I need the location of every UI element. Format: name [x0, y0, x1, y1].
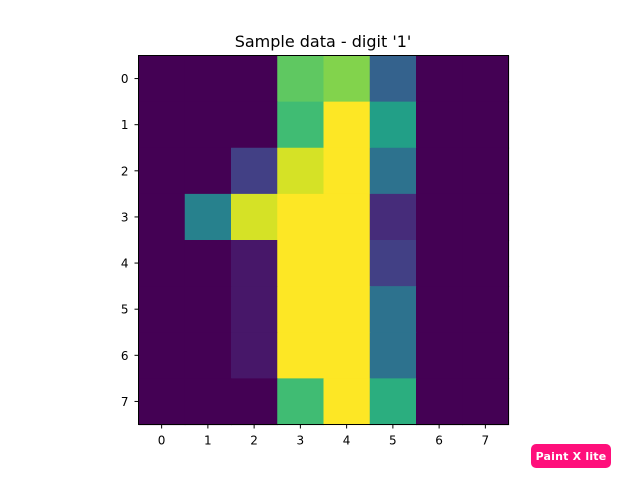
x-tick-label-0: 0 [158, 434, 166, 448]
heatmap-cell-r0-c3 [277, 55, 325, 103]
heatmap-cell-r3-c7 [462, 193, 510, 241]
heatmap-cell-r7-c5 [369, 378, 417, 426]
heatmap-cell-r3-c5 [369, 193, 417, 241]
heatmap-cell-r5-c4 [323, 286, 371, 333]
heatmap-cells [138, 55, 510, 426]
heatmap-cell-r2-c1 [184, 147, 232, 195]
heatmap-cell-r2-c2 [231, 147, 278, 195]
heatmap-cell-r6-c3 [277, 332, 325, 379]
y-tick-label-7: 7 [121, 395, 129, 409]
y-axis-ticks: 0 1 2 3 4 5 6 7 [121, 72, 139, 409]
x-tick-label-6: 6 [435, 434, 443, 448]
heatmap-cell-r4-c7 [462, 240, 510, 287]
heatmap-cell-r2-c3 [277, 147, 325, 195]
heatmap-cell-r0-c6 [416, 55, 463, 103]
heatmap-cell-r2-c4 [323, 147, 371, 195]
heatmap-cell-r1-c4 [323, 101, 371, 149]
y-tick-label-0: 0 [121, 72, 129, 86]
x-tick-label-4: 4 [343, 434, 351, 448]
heatmap-cell-r6-c2 [231, 332, 278, 379]
heatmap-cell-r5-c7 [462, 286, 510, 333]
heatmap-cell-r0-c4 [323, 55, 371, 103]
heatmap-cell-r2-c5 [369, 147, 417, 195]
heatmap-cell-r1-c1 [184, 101, 232, 149]
y-tick-label-2: 2 [121, 164, 129, 178]
paint-x-lite-watermark: Paint X lite [531, 444, 611, 468]
heatmap-cell-r1-c0 [138, 101, 186, 149]
heatmap-cell-r3-c1 [184, 193, 232, 241]
heatmap-cell-r7-c1 [184, 378, 232, 426]
heatmap-cell-r3-c0 [138, 193, 186, 241]
heatmap-cell-r7-c0 [138, 378, 186, 426]
heatmap-cell-r7-c2 [231, 378, 278, 426]
x-tick-label-5: 5 [389, 434, 397, 448]
x-tick-label-3: 3 [297, 434, 305, 448]
heatmap-cell-r7-c3 [277, 378, 325, 426]
x-tick-label-2: 2 [250, 434, 258, 448]
heatmap-cell-r0-c5 [369, 55, 417, 103]
heatmap-cell-r7-c6 [416, 378, 463, 426]
heatmap-cell-r4-c2 [231, 240, 278, 287]
heatmap-cell-r5-c1 [184, 286, 232, 333]
heatmap-cell-r4-c3 [277, 240, 325, 287]
heatmap-cell-r4-c6 [416, 240, 463, 287]
heatmap-cell-r1-c5 [369, 101, 417, 149]
heatmap-cell-r3-c6 [416, 193, 463, 241]
heatmap-cell-r5-c5 [369, 286, 417, 333]
heatmap-cell-r7-c4 [323, 378, 371, 426]
heatmap-cell-r5-c6 [416, 286, 463, 333]
heatmap-cell-r6-c1 [184, 332, 232, 379]
heatmap-cell-r1-c7 [462, 101, 510, 149]
heatmap-cell-r1-c2 [231, 101, 278, 149]
heatmap-cell-r5-c2 [231, 286, 278, 333]
chart-title: Sample data - digit '1' [235, 32, 412, 51]
y-tick-label-4: 4 [121, 257, 129, 271]
heatmap-cell-r5-c0 [138, 286, 186, 333]
heatmap-cell-r3-c2 [231, 193, 278, 241]
y-tick-label-1: 1 [121, 118, 129, 132]
heatmap-cell-r4-c4 [323, 240, 371, 287]
heatmap-cell-r0-c1 [184, 55, 232, 103]
heatmap-cell-r7-c7 [462, 378, 510, 426]
heatmap-cell-r1-c6 [416, 101, 463, 149]
heatmap-cell-r6-c6 [416, 332, 463, 379]
heatmap-cell-r0-c2 [231, 55, 278, 103]
heatmap-cell-r0-c7 [462, 55, 510, 103]
plot-frame [138, 55, 509, 425]
heatmap-cell-r6-c5 [369, 332, 417, 379]
y-tick-label-6: 6 [121, 349, 129, 363]
x-axis-ticks: 0 1 2 3 4 5 6 7 [158, 424, 490, 448]
heatmap-cell-r6-c7 [462, 332, 510, 379]
heatmap-cell-r6-c4 [323, 332, 371, 379]
heatmap-cell-r3-c3 [277, 193, 325, 241]
heatmap-cell-r1-c3 [277, 101, 325, 149]
x-tick-label-1: 1 [204, 434, 212, 448]
y-tick-label-3: 3 [121, 210, 129, 224]
y-tick-label-5: 5 [121, 303, 129, 317]
heatmap-cell-r0-c0 [138, 55, 186, 103]
heatmap-cell-r6-c0 [138, 332, 186, 379]
heatmap-cell-r2-c6 [416, 147, 463, 195]
heatmap-cell-r5-c3 [277, 286, 325, 333]
heatmap-cell-r2-c0 [138, 147, 186, 195]
heatmap-cell-r4-c5 [369, 240, 417, 287]
heatmap-cell-r2-c7 [462, 147, 510, 195]
heatmap-cell-r3-c4 [323, 193, 371, 241]
heatmap-cell-r4-c0 [138, 240, 186, 287]
x-tick-label-7: 7 [482, 434, 490, 448]
heatmap-cell-r4-c1 [184, 240, 232, 287]
